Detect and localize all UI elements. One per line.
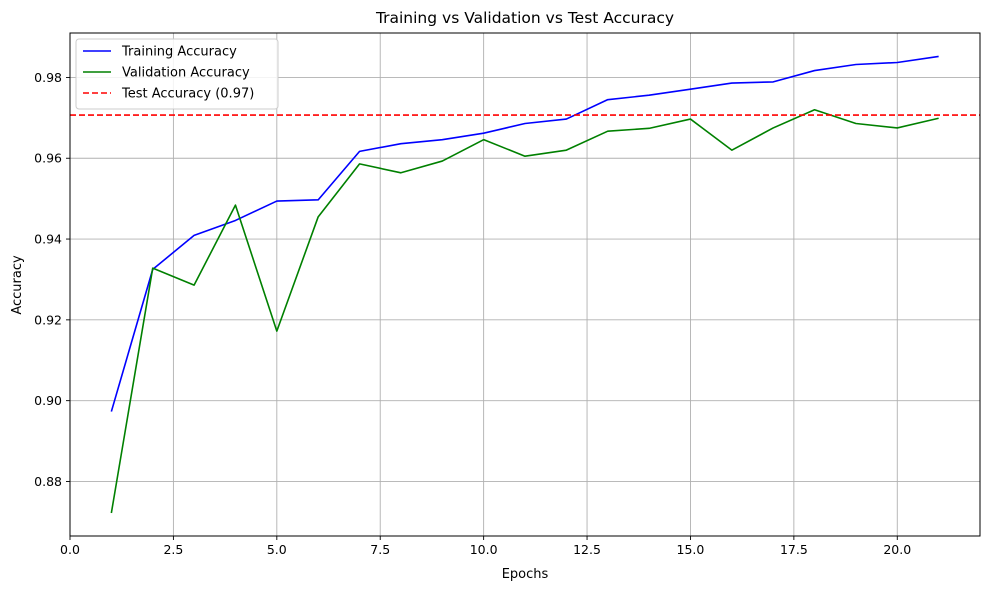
x-tick-label: 5.0 [267,542,287,557]
legend-label-training: Training Accuracy [121,45,237,60]
legend-label-validation: Validation Accuracy [122,66,250,81]
x-axis-label: Epochs [502,567,549,582]
series-lines [70,55,980,514]
x-tick-label: 12.5 [573,542,601,557]
x-tick-label: 20.0 [883,542,911,557]
legend-label-test: Test Accuracy (0.97) [121,87,254,102]
grid-lines [69,33,980,536]
y-tick-label: 0.88 [34,474,62,489]
series-line-training-accuracy [110,55,939,412]
x-tick-label: 7.5 [370,542,390,557]
y-tick-label: 0.98 [34,70,62,85]
x-tick-label: 0.0 [60,542,80,557]
y-tick-label: 0.92 [34,312,62,327]
x-tick-label: 10.0 [470,542,498,557]
axis-ticks: 0.0 2.5 5.0 7.5 10.0 12.5 15.0 17.5 20.0 0.88 0.90… [34,70,911,557]
chart-title: Training vs Validation vs Test Accuracy [375,9,674,27]
legend: Training Accuracy Validation Accuracy Te… [75,38,279,110]
legend-box [75,38,279,110]
x-tick-label: 17.5 [780,542,808,557]
y-axis-label: Accuracy [10,255,25,315]
y-tick-label: 0.90 [34,393,62,408]
x-tick-label: 2.5 [163,542,183,557]
y-tick-label: 0.96 [34,151,62,166]
y-tick-label: 0.94 [34,232,62,247]
series-line-validation-accuracy [110,108,939,514]
x-tick-label: 15.0 [677,542,705,557]
plot-area-frame [69,32,981,537]
